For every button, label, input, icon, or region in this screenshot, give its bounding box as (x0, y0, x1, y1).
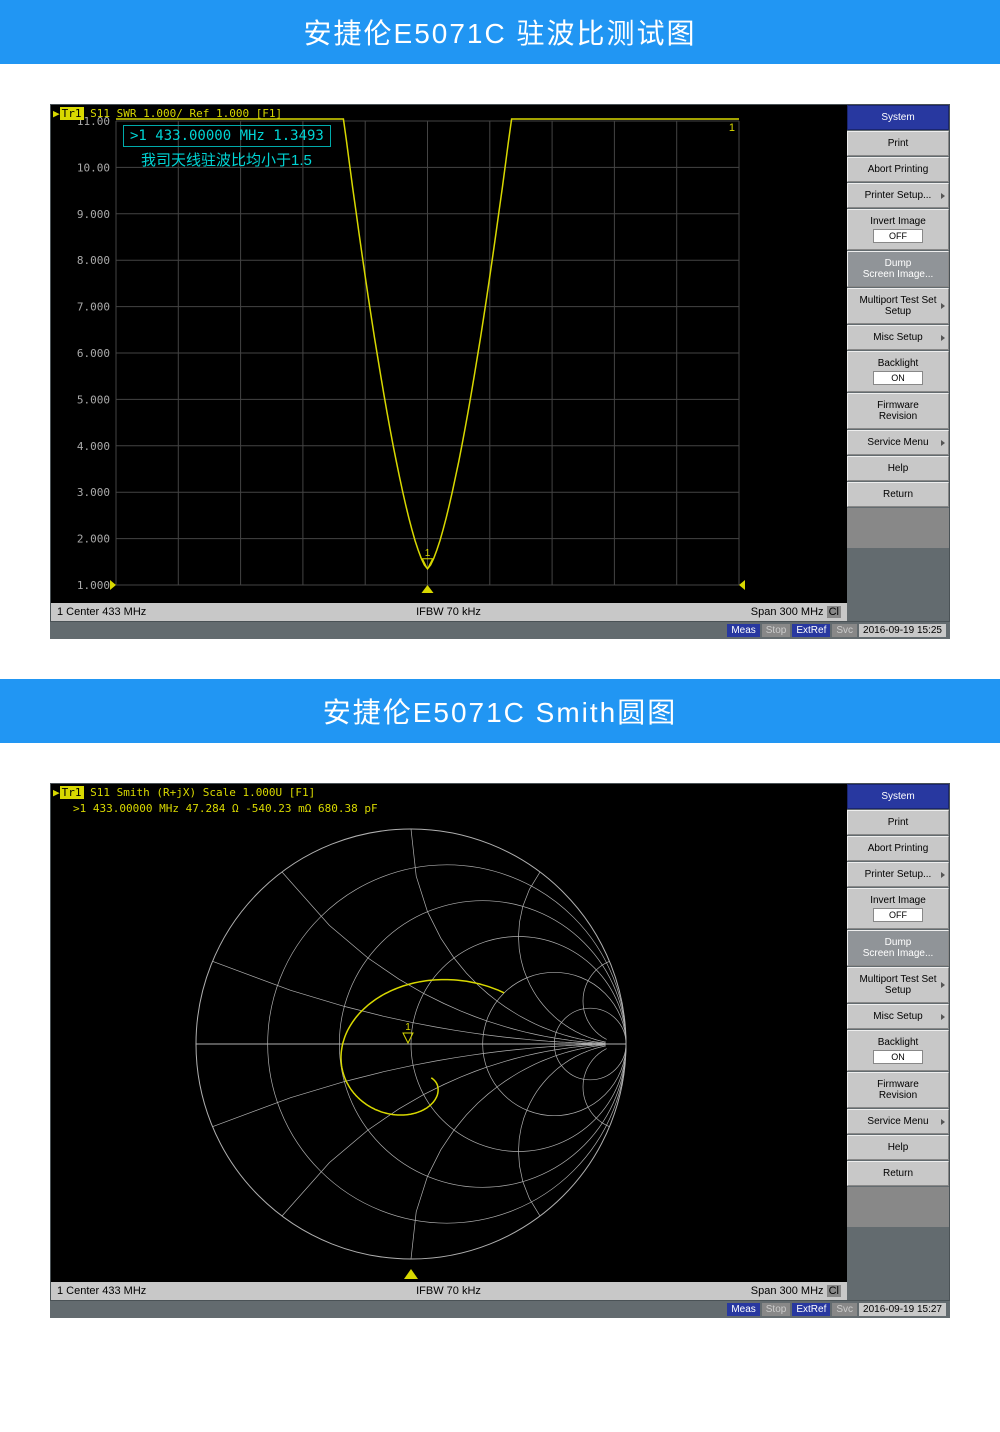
swr-trace-label: ▶Tr1 S11 SWR 1.000/ Ref 1.000 [F1] (53, 107, 282, 120)
status-extref: ExtRef (792, 1303, 830, 1316)
menu-invert-image[interactable]: Invert ImageOFF (847, 209, 949, 250)
smith-ifbw-label: IFBW 70 kHz (416, 1285, 481, 1297)
status-svc: Svc (832, 1303, 857, 1316)
swr-title: 安捷伦E5071C 驻波比测试图 (0, 0, 1000, 64)
menu-backlight[interactable]: BacklightON (847, 351, 949, 392)
svg-text:5.000: 5.000 (77, 393, 110, 406)
smith-timestamp: 2016-09-19 15:27 (859, 1303, 946, 1316)
swr-panel: ▶Tr1 S11 SWR 1.000/ Ref 1.000 [F1] 1 1.00… (0, 64, 1000, 679)
swr-status-bar: Meas Stop ExtRef Svc 2016-09-19 15:25 (50, 622, 950, 639)
swr-chart: 11.0010.009.0008.0007.0006.0005.0004.000… (51, 105, 745, 603)
smith-trace-label: ▶Tr1 S11 Smith (R+jX) Scale 1.000U [F1] (53, 786, 315, 799)
menu-multiport-test-set-setup[interactable]: Multiport Test SetSetup (847, 288, 949, 324)
menu-firmware-revision[interactable]: FirmwareRevision (847, 393, 949, 429)
swr-marker-box: >1 433.00000 MHz 1.3493 (123, 125, 331, 147)
menu-header: System (847, 105, 949, 130)
status-meas: Meas (727, 1303, 759, 1316)
status-meas: Meas (727, 624, 759, 637)
smith-center-label: 1 Center 433 MHz (57, 1285, 146, 1297)
menu-service-menu[interactable]: Service Menu (847, 1109, 949, 1134)
smith-span-label: Span 300 MHz Cl (751, 1285, 841, 1297)
status-extref: ExtRef (792, 624, 830, 637)
status-stop: Stop (762, 624, 791, 637)
menu-backlight[interactable]: BacklightON (847, 1030, 949, 1071)
menu-dump-screen-image-[interactable]: DumpScreen Image... (847, 251, 949, 287)
menu-header: System (847, 784, 949, 809)
menu-help[interactable]: Help (847, 456, 949, 481)
menu-dump-screen-image-[interactable]: DumpScreen Image... (847, 930, 949, 966)
menu-abort-printing[interactable]: Abort Printing (847, 836, 949, 861)
svg-text:1: 1 (405, 1022, 411, 1033)
menu-firmware-revision[interactable]: FirmwareRevision (847, 1072, 949, 1108)
svg-text:6.000: 6.000 (77, 347, 110, 360)
smith-marker-text: >1 433.00000 MHz 47.284 Ω -540.23 mΩ 680… (73, 802, 378, 815)
menu-misc-setup[interactable]: Misc Setup (847, 325, 949, 350)
menu-multiport-test-set-setup[interactable]: Multiport Test SetSetup (847, 967, 949, 1003)
side-menu-2: SystemPrintAbort PrintingPrinter Setup..… (847, 784, 949, 1300)
menu-print[interactable]: Print (847, 131, 949, 156)
swr-ifbw-label: IFBW 70 kHz (416, 606, 481, 618)
smith-panel: ▶Tr1 S11 Smith (R+jX) Scale 1.000U [F1] … (0, 743, 1000, 1358)
smith-title: 安捷伦E5071C Smith圆图 (0, 679, 1000, 743)
swr-plot-area: ▶Tr1 S11 SWR 1.000/ Ref 1.000 [F1] 1 1.00… (51, 105, 847, 621)
menu-misc-setup[interactable]: Misc Setup (847, 1004, 949, 1029)
swr-timestamp: 2016-09-19 15:25 (859, 624, 946, 637)
svg-text:10.00: 10.00 (77, 161, 110, 174)
svg-text:9.000: 9.000 (77, 208, 110, 221)
svg-text:1: 1 (425, 548, 431, 559)
menu-abort-printing[interactable]: Abort Printing (847, 157, 949, 182)
swr-annotation: 我司天线驻波比均小于1.5 (141, 149, 312, 170)
swr-center-label: 1 Center 433 MHz (57, 606, 146, 618)
menu-invert-image[interactable]: Invert ImageOFF (847, 888, 949, 929)
menu-help[interactable]: Help (847, 1135, 949, 1160)
smith-status-bar: Meas Stop ExtRef Svc 2016-09-19 15:27 (50, 1301, 950, 1318)
menu-return[interactable]: Return (847, 482, 949, 507)
menu-service-menu[interactable]: Service Menu (847, 430, 949, 455)
menu-printer-setup-[interactable]: Printer Setup... (847, 183, 949, 208)
smith-info-bar: 1 Center 433 MHz IFBW 70 kHz Span 300 MH… (51, 1282, 847, 1300)
svg-text:7.000: 7.000 (77, 301, 110, 314)
side-menu: SystemPrintAbort PrintingPrinter Setup..… (847, 105, 949, 621)
smith-plot-area: ▶Tr1 S11 Smith (R+jX) Scale 1.000U [F1] … (51, 784, 847, 1300)
swr-info-bar: 1 Center 433 MHz IFBW 70 kHz Span 300 MH… (51, 603, 847, 621)
menu-printer-setup-[interactable]: Printer Setup... (847, 862, 949, 887)
status-svc: Svc (832, 624, 857, 637)
status-stop: Stop (762, 1303, 791, 1316)
svg-text:3.000: 3.000 (77, 486, 110, 499)
menu-print[interactable]: Print (847, 810, 949, 835)
svg-text:1: 1 (729, 122, 735, 134)
svg-text:8.000: 8.000 (77, 254, 110, 267)
svg-text:2.000: 2.000 (77, 533, 110, 546)
svg-text:4.000: 4.000 (77, 440, 110, 453)
menu-return[interactable]: Return (847, 1161, 949, 1186)
svg-text:1.000: 1.000 (77, 579, 110, 592)
smith-chart: 1 (51, 784, 745, 1282)
swr-span-label: Span 300 MHz Cl (751, 606, 841, 618)
